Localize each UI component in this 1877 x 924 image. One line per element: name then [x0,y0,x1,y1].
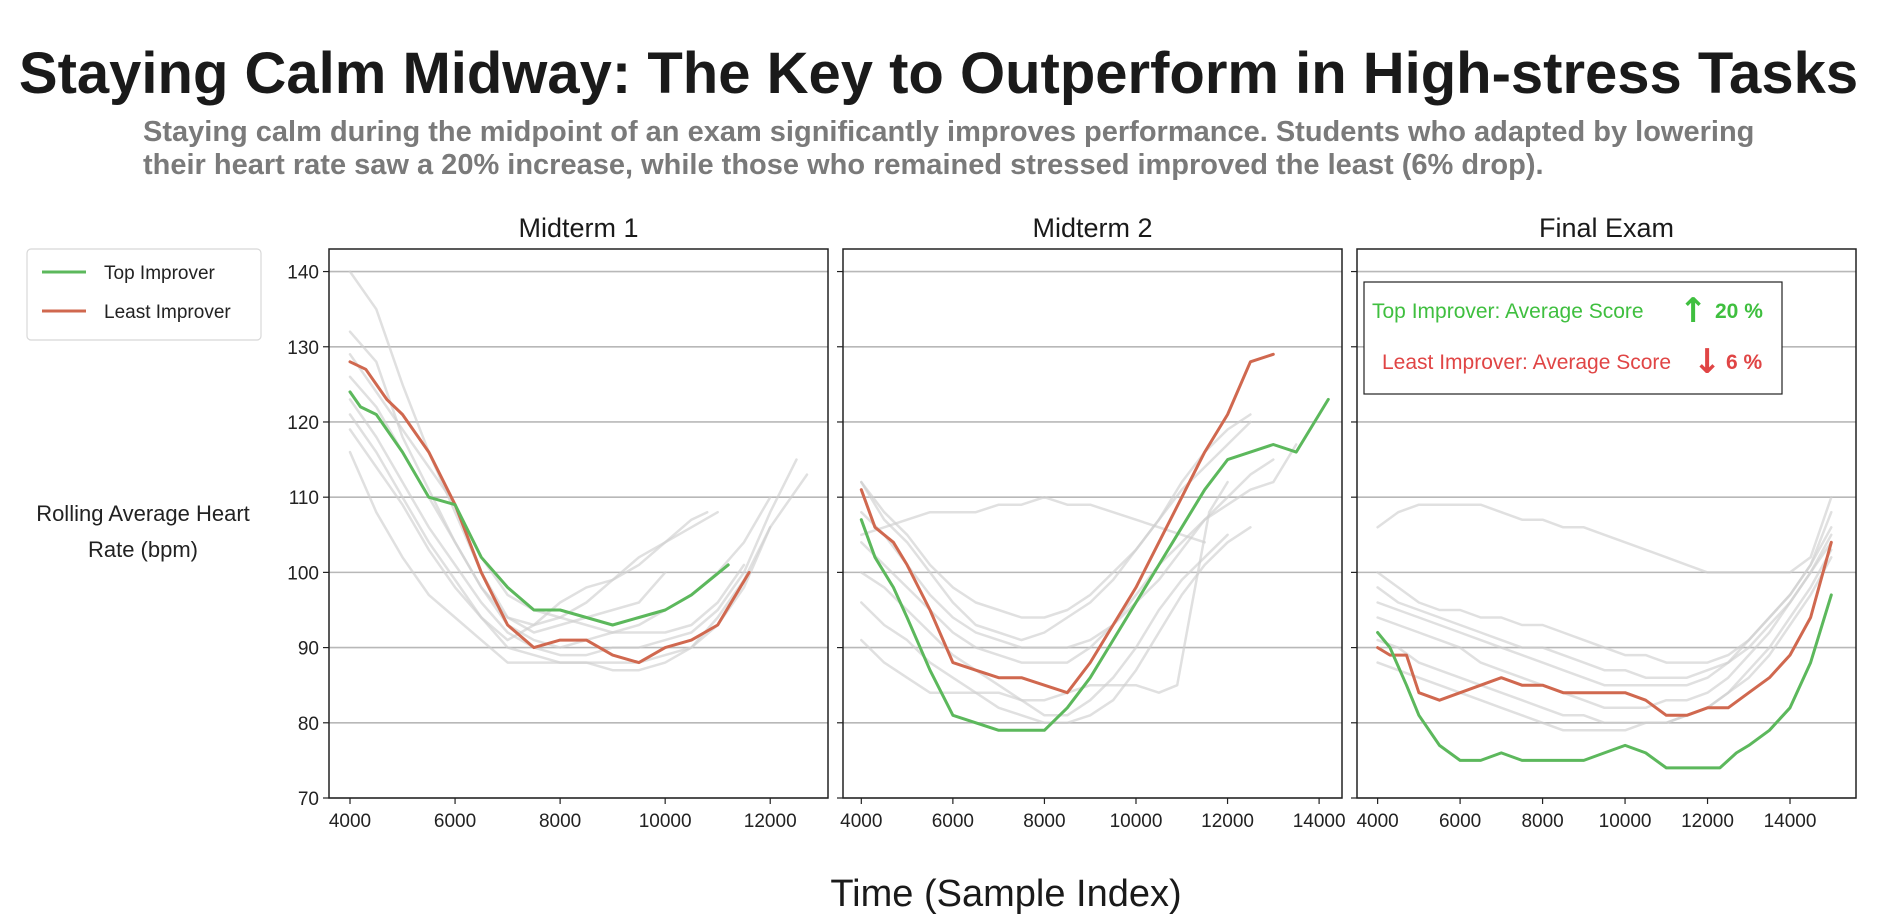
series-line-other [1376,533,1833,679]
x-tick-label: 4000 [1356,811,1398,832]
series-line-least-improver [1376,540,1833,717]
panel-title: Midterm 2 [1032,213,1152,243]
series-line-other [348,353,746,634]
x-tick-label: 6000 [434,811,476,832]
series-line-other [860,458,1275,649]
y-tick-label: 110 [289,488,319,509]
annotation-box: Top Improver: Average Score ↑ 20 % Least… [1363,281,1783,395]
annotation-frame [1363,281,1783,395]
series-line-other [348,330,719,627]
y-axis-label-line-1: Rolling Average Heart [36,501,250,526]
x-tick-label: 10000 [1599,811,1652,832]
chart-subtitle: Staying calm during the midpoint of an e… [143,116,1755,181]
series-line-other [1376,495,1833,574]
x-tick-label: 8000 [1521,811,1563,832]
series-line-other [1376,556,1833,732]
x-tick-label: 10000 [1110,811,1163,832]
x-tick-label: 4000 [840,811,882,832]
x-tick-label: 14000 [1764,811,1817,832]
y-axis-label-line-2: Rate (bpm) [88,537,198,562]
annotation-top-text: Top Improver: Average Score [1372,300,1644,323]
series-line-other [860,413,1252,642]
x-tick-label: 6000 [932,811,974,832]
x-tick-label: 10000 [639,811,692,832]
legend: Top Improver Least Improver [26,248,262,341]
panel-frame [842,248,1343,799]
y-tick-label: 70 [298,789,319,810]
series-line-other [1376,541,1833,710]
legend-label-least: Least Improver [104,302,231,323]
series-line-other [860,480,1229,702]
y-tick-label: 90 [298,639,319,660]
down-arrow-icon: ↓ [1693,342,1722,382]
chart-title: Staying Calm Midway: The Key to Outperfo… [18,41,1859,106]
panel-1: 70 80 90 100 110 120 130 140 4000 6000 8000 10000 12… [287,213,829,832]
series-line-least-improver [348,360,751,665]
series-line-top-improver [348,390,730,627]
y-tick-label: 130 [287,338,319,359]
annotation-least-text: Least Improver: Average Score [1382,351,1671,374]
series-line-other [1376,548,1833,725]
annotation-top-value: 20 % [1715,300,1763,323]
series-line-other [348,428,709,642]
series-line-other [860,533,1229,717]
y-tick-label: 100 [287,563,319,584]
series-line-other [860,495,1206,544]
legend-label-top: Top Improver [104,263,216,284]
series-line-other [860,420,1252,619]
series-line-other [348,270,667,634]
x-tick-label: 14000 [1293,811,1346,832]
panel-frame [328,248,829,799]
panel-title: Midterm 1 [518,213,638,243]
y-tick-label: 80 [298,714,319,735]
annotation-least-value: 6 % [1726,351,1763,374]
series-line-other [860,443,1298,664]
x-axis-label: Time (Sample Index) [830,873,1181,915]
y-tick-label: 120 [287,413,319,434]
panel-3: 4000 6000 8000 10000 12000 14000 Final Exam [1351,213,1857,832]
panels: 70 80 90 100 110 120 130 140 4000 6000 8000 10000 12… [287,213,1857,832]
series-line-other [348,450,772,672]
x-tick-label: 12000 [1681,811,1734,832]
series-line-other [348,398,798,657]
series-line-other [1376,526,1833,687]
x-tick-label: 6000 [1439,811,1481,832]
x-tick-label: 4000 [329,811,371,832]
x-tick-label: 12000 [1201,811,1254,832]
series-line-top-improver [859,397,1330,732]
up-arrow-icon: ↑ [1679,291,1708,331]
y-tick-label: 140 [287,263,319,284]
x-tick-label: 8000 [539,811,581,832]
x-tick-label: 8000 [1023,811,1065,832]
series-line-least-improver [859,352,1275,695]
panel-frame [1356,248,1857,799]
series-line-top-improver [1376,593,1833,770]
panel-2: 4000 6000 8000 10000 12000 14000 Midterm 2 [837,213,1346,832]
x-tick-label: 12000 [744,811,797,832]
panel-title: Final Exam [1539,213,1674,243]
